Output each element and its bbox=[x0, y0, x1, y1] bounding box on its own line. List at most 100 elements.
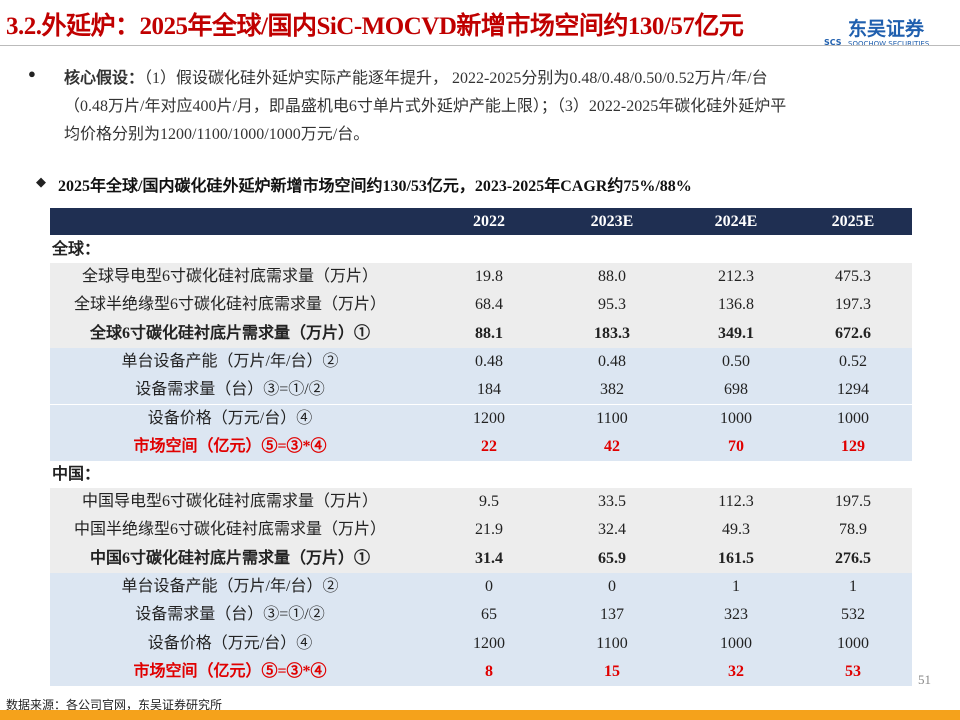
footer-bar bbox=[0, 710, 960, 720]
cell-value: 15 bbox=[604, 662, 620, 680]
table-row: 全球导电型6寸碳化硅衬底需求量（万片） 19.8 88.0 212.3 475.3 bbox=[50, 263, 912, 292]
table-row: 市场空间（亿元）⑤=③*④ 8 15 32 53 bbox=[50, 657, 912, 687]
cell-value: 197.5 bbox=[835, 493, 871, 511]
table-row: 全球6寸碳化硅衬底片需求量（万片）① 88.1 183.3 349.1 672.6 bbox=[50, 319, 912, 348]
note-label: 核心假设： bbox=[64, 70, 145, 87]
row-label: 全球半绝缘型6寸碳化硅衬底需求量（万片） bbox=[73, 296, 386, 314]
row-label: 单台设备产能（万片/年/台）② bbox=[121, 352, 339, 370]
cell-value: 197.3 bbox=[835, 296, 871, 314]
cell-value: 137 bbox=[600, 606, 624, 624]
cell-value: 21.9 bbox=[475, 521, 503, 539]
cell-value: 42 bbox=[604, 437, 620, 455]
row-label: 中国半绝缘型6寸碳化硅衬底需求量（万片） bbox=[73, 521, 386, 539]
cell-value: 1000 bbox=[720, 634, 752, 652]
cell-value: 1000 bbox=[837, 634, 869, 652]
title-rule bbox=[0, 45, 960, 46]
cell-value: 32 bbox=[728, 662, 744, 680]
row-label: 中国6寸碳化硅衬底片需求量（万片）① bbox=[89, 549, 370, 567]
bullet: ● bbox=[28, 66, 36, 81]
cell-value: 1200 bbox=[473, 409, 505, 427]
cell-value: 349.1 bbox=[718, 324, 754, 342]
column-header: 2023E bbox=[590, 213, 634, 230]
row-label: 设备需求量（台）③=①/② bbox=[135, 381, 325, 399]
cell-value: 9.5 bbox=[479, 493, 499, 511]
row-label: 单台设备产能（万片/年/台）② bbox=[121, 578, 339, 595]
cell-value: 1100 bbox=[596, 409, 628, 427]
note-line: 均价格分别为1200/1100/1000/1000万元/台。 bbox=[64, 120, 369, 144]
logo-name: 东吴证券 bbox=[848, 18, 925, 40]
cell-value: 532 bbox=[841, 606, 865, 624]
cell-value: 184 bbox=[477, 381, 501, 399]
cell-value: 1200 bbox=[473, 634, 505, 652]
cell-value: 68.4 bbox=[475, 296, 503, 314]
cell-value: 0.48 bbox=[598, 352, 626, 370]
row-label: 设备价格（万元/台）④ bbox=[147, 409, 313, 427]
cell-value: 31.4 bbox=[475, 549, 503, 567]
cell-value: 1100 bbox=[596, 634, 628, 652]
row-label: 市场空间（亿元）⑤=③*④ bbox=[133, 437, 327, 455]
cell-value: 49.3 bbox=[722, 521, 750, 539]
column-header: 2025E bbox=[831, 213, 875, 230]
cell-value: 88.0 bbox=[598, 268, 626, 285]
note-text: 2025年全球/国内碳化硅外延炉新增市场空间约130/53亿元，2023-202… bbox=[58, 178, 692, 195]
table-header: 2022 2023E 2024E 2025E bbox=[50, 208, 912, 235]
row-label: 设备需求量（台）③=①/② bbox=[135, 606, 325, 624]
table-row: 设备价格（万元/台）④ 1200 1100 1000 1000 bbox=[50, 629, 912, 658]
note-line: 核心假设：（1）假设碳化硅外延炉实际产能逐年提升， 2022-2025分别为0.… bbox=[64, 64, 768, 88]
page-number: 51 bbox=[918, 672, 931, 687]
cell-value: 323 bbox=[724, 606, 748, 624]
cell-value: 1294 bbox=[837, 381, 869, 399]
table-row: 设备需求量（台）③=①/② 65 137 323 532 bbox=[50, 601, 912, 630]
cell-value: 65 bbox=[481, 606, 497, 624]
cell-value: 1000 bbox=[720, 409, 752, 427]
cell-value: 212.3 bbox=[718, 268, 754, 285]
bullet: ◆ bbox=[36, 174, 46, 189]
table-row: 市场空间（亿元）⑤=③*④ 22 42 70 129 bbox=[50, 432, 912, 462]
cell-value: 112.3 bbox=[718, 493, 754, 511]
row-label: 中国导电型6寸碳化硅衬底需求量（万片） bbox=[81, 493, 378, 511]
source: 数据来源：各公司官网，东吴证券研究所 bbox=[6, 698, 223, 712]
section-title: 全球： bbox=[52, 241, 101, 258]
cell-value: 65.9 bbox=[598, 549, 626, 567]
cell-value: 0.48 bbox=[475, 352, 503, 370]
note-line: （0.48万片/年对应400片/月，即晶盛机电6寸单片式外延炉产能上限）；（3）… bbox=[64, 92, 786, 116]
logo-mark: SCS bbox=[824, 38, 842, 47]
cell-value: 8 bbox=[485, 662, 493, 680]
cell-value: 0.50 bbox=[722, 352, 750, 370]
cell-value: 22 bbox=[481, 437, 497, 455]
note-text: 均价格分别为1200/1100/1000/1000万元/台。 bbox=[64, 126, 370, 143]
cell-value: 53 bbox=[845, 662, 861, 680]
cell-value: 161.5 bbox=[718, 549, 754, 567]
cell-value: 698 bbox=[724, 381, 748, 399]
cell-value: 0 bbox=[608, 578, 616, 595]
cell-value: 19.8 bbox=[475, 268, 503, 285]
note-text: （0.48万片/年对应400片/月，即晶盛机电6寸单片式外延炉产能上限）；（3）… bbox=[64, 98, 787, 115]
table-row: 单台设备产能（万片/年/台）② 0 0 1 1 bbox=[50, 573, 912, 602]
cell-value: 0 bbox=[485, 578, 493, 595]
row-label: 市场空间（亿元）⑤=③*④ bbox=[133, 662, 327, 680]
cell-value: 475.3 bbox=[835, 268, 871, 285]
table-row: 中国半绝缘型6寸碳化硅衬底需求量（万片） 21.9 32.4 49.3 78.9 bbox=[50, 516, 912, 545]
cell-value: 0.52 bbox=[839, 352, 867, 370]
table-row: 单台设备产能（万片/年/台）② 0.48 0.48 0.50 0.52 bbox=[50, 347, 912, 377]
note-text: （1）假设碳化硅外延炉实际产能逐年提升， 2022-2025分别为0.48/0.… bbox=[144, 70, 768, 87]
column-header: 2024E bbox=[714, 213, 758, 230]
cell-value: 1000 bbox=[837, 409, 869, 427]
table-row: 中国6寸碳化硅衬底片需求量（万片）① 31.4 65.9 161.5 276.5 bbox=[50, 544, 912, 573]
section-title: 中国： bbox=[52, 466, 101, 484]
row-label: 设备价格（万元/台）④ bbox=[147, 634, 313, 652]
title: 3.2.外延炉：2025年全球/国内SiC-MOCVD新增市场空间约130/57… bbox=[6, 13, 744, 40]
row-label: 全球导电型6寸碳化硅衬底需求量（万片） bbox=[81, 268, 378, 285]
table-row: 全球半绝缘型6寸碳化硅衬底需求量（万片） 68.4 95.3 136.8 197.3 bbox=[50, 291, 912, 320]
cell-value: 136.8 bbox=[718, 296, 754, 314]
row-label: 全球6寸碳化硅衬底片需求量（万片）① bbox=[89, 324, 370, 342]
cell-value: 32.4 bbox=[598, 521, 626, 539]
table-row: 中国导电型6寸碳化硅衬底需求量（万片） 9.5 33.5 112.3 197.5 bbox=[50, 488, 912, 517]
table-row: 设备价格（万元/台）④ 1200 1100 1000 1000 bbox=[50, 404, 912, 433]
table-row: 设备需求量（台）③=①/② 184 382 698 1294 bbox=[50, 376, 912, 405]
cell-value: 672.6 bbox=[835, 324, 871, 342]
cell-value: 1 bbox=[849, 578, 857, 595]
cell-value: 70 bbox=[728, 437, 744, 455]
cell-value: 88.1 bbox=[475, 324, 503, 342]
